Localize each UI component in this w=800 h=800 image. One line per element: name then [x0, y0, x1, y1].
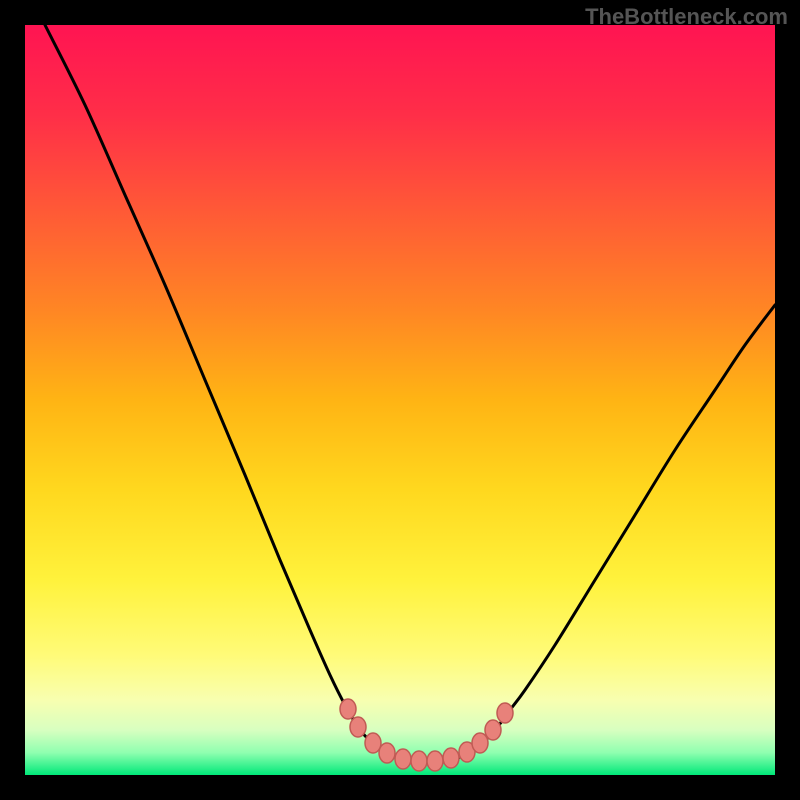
watermark-text: TheBottleneck.com	[585, 4, 788, 30]
curve-marker	[395, 749, 411, 769]
chart-svg	[25, 25, 775, 775]
curve-marker	[411, 751, 427, 771]
curve-marker	[379, 743, 395, 763]
curve-marker	[340, 699, 356, 719]
curve-marker	[427, 751, 443, 771]
curve-marker	[485, 720, 501, 740]
curve-marker	[350, 717, 366, 737]
curve-marker	[443, 748, 459, 768]
plot-area	[25, 25, 775, 775]
curve-marker	[472, 733, 488, 753]
gradient-background	[25, 25, 775, 775]
outer-frame: TheBottleneck.com	[0, 0, 800, 800]
curve-marker	[497, 703, 513, 723]
